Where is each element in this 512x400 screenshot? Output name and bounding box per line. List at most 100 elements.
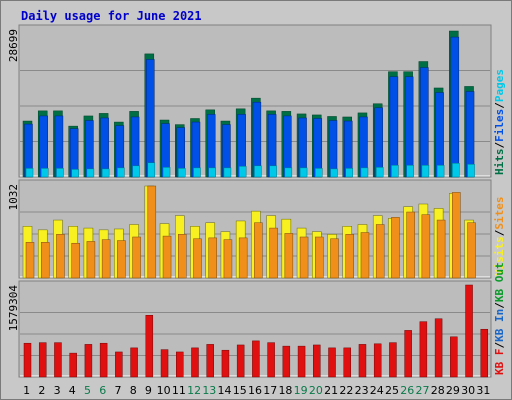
x-tick-label: 27 — [415, 384, 429, 397]
bar-sites — [162, 235, 172, 279]
bar-files — [146, 59, 155, 178]
bar-sites — [178, 234, 187, 279]
bar-pages — [132, 165, 140, 178]
bar-pages — [162, 167, 171, 178]
bar-kbf — [145, 315, 154, 378]
legend-item: Files — [493, 109, 506, 142]
bar-pages — [101, 168, 110, 178]
bar-sites — [284, 233, 294, 279]
x-tick-label: 11 — [172, 384, 186, 397]
bar-sites — [452, 192, 461, 279]
x-tick-label: 16 — [248, 384, 262, 397]
legend-item: KB Out — [493, 262, 506, 302]
x-tick-label: 24 — [370, 384, 384, 397]
x-tick-label: 25 — [385, 384, 399, 397]
bar-sites — [436, 219, 446, 279]
x-tick-label: 10 — [157, 384, 171, 397]
bar-kbf — [130, 347, 138, 378]
bar-kbf — [450, 336, 458, 378]
bar-pages — [299, 167, 308, 178]
bar-kbf — [206, 344, 214, 378]
bar-pages — [315, 168, 323, 178]
bar-kbf — [176, 351, 184, 378]
bar-pages — [208, 167, 216, 178]
bar-kbf — [404, 330, 412, 378]
bar-sites — [101, 239, 111, 279]
bar-pages — [56, 168, 64, 178]
bar-pages — [25, 168, 34, 178]
bar-files — [328, 120, 338, 178]
bar-files — [404, 76, 414, 178]
x-tick-label: 14 — [218, 384, 232, 397]
bar-sites — [117, 240, 126, 279]
bar-sites — [360, 232, 370, 279]
legend-separator: / — [493, 229, 506, 236]
y-max-label: 28699 — [7, 29, 20, 62]
bar-kbf — [343, 347, 351, 378]
bar-pages — [467, 164, 475, 178]
y-max-label: 1579304 — [7, 285, 20, 332]
bar-files — [389, 76, 399, 178]
legend-kbytes: KB F/KB In/KB Out — [493, 262, 506, 375]
bar-pages — [452, 163, 460, 178]
bar-kbf — [389, 342, 397, 378]
x-tick-label: 2 — [38, 384, 45, 397]
bar-kbf — [236, 344, 245, 378]
bar-kbf — [480, 328, 489, 378]
bar-kbf — [282, 345, 291, 378]
legend-item: Visits — [493, 236, 506, 276]
legend-visits-sites: Visits/Sites — [493, 197, 506, 277]
x-tick-label: 18 — [278, 384, 292, 397]
bar-pages — [223, 167, 232, 178]
legend-separator: / — [493, 302, 506, 309]
bar-kbf — [267, 342, 275, 378]
bar-files — [39, 115, 48, 178]
bar-pages — [71, 169, 79, 178]
bar-pages — [238, 166, 247, 178]
bar-files — [435, 92, 444, 178]
bar-kbf — [465, 284, 473, 378]
bar-files — [450, 36, 460, 178]
bar-kbf — [99, 342, 108, 378]
bar-sites — [132, 236, 141, 279]
chart-title: Daily usage for June 2021 — [21, 9, 202, 23]
bar-sites — [315, 236, 324, 279]
bar-kbf — [54, 342, 62, 378]
bar-kbf — [160, 349, 169, 378]
bar-pages — [391, 165, 399, 178]
legend-item: Pages — [493, 69, 506, 102]
x-tick-label: 13 — [202, 384, 216, 397]
bar-files — [100, 117, 109, 178]
bar-files — [420, 67, 429, 178]
x-tick-label: 15 — [233, 384, 247, 397]
x-tick-label: 6 — [99, 384, 106, 397]
bar-sites — [330, 238, 339, 279]
x-tick-label: 28 — [431, 384, 445, 397]
bar-sites — [375, 224, 385, 279]
bar-sites — [269, 227, 278, 279]
bar-kbf — [434, 318, 443, 378]
x-tick-label: 30 — [461, 384, 475, 397]
bar-pages — [40, 168, 49, 178]
bar-pages — [284, 167, 293, 178]
bar-sites — [467, 222, 476, 279]
legend-separator: / — [493, 142, 506, 149]
bar-sites — [406, 211, 415, 279]
bar-kbf — [297, 345, 306, 378]
legend-item: KB F — [493, 349, 506, 376]
bar-kbf — [358, 344, 367, 378]
bar-kbf — [115, 351, 123, 378]
bar-kbf — [328, 347, 336, 378]
bar-pages — [86, 168, 95, 178]
x-tick-label: 29 — [446, 384, 460, 397]
bar-sites — [40, 242, 50, 279]
legend-item: Sites — [493, 197, 506, 230]
legend-item: KB In — [493, 309, 506, 342]
bar-files — [85, 120, 94, 178]
x-tick-label: 22 — [339, 384, 353, 397]
bar-pages — [254, 165, 262, 178]
bar-pages — [360, 167, 369, 178]
bar-sites — [56, 234, 65, 279]
bar-sites — [345, 234, 354, 279]
